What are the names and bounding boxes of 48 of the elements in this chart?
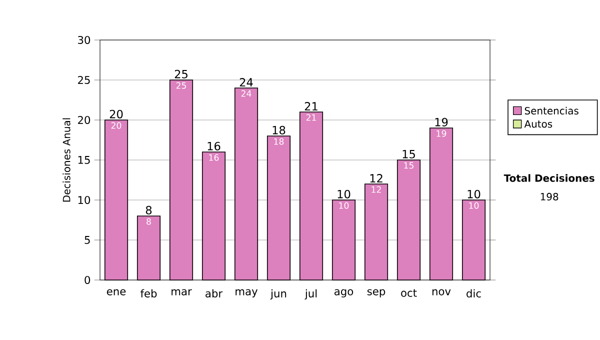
data-label: 15 [404,162,414,169]
data-label: 21 [306,114,316,121]
x-tick-label: ene [106,289,126,296]
data-label: 19 [436,130,446,137]
total-label: 21 [304,102,318,110]
data-label: 8 [146,218,151,225]
x-tick-label: abr [206,289,223,298]
y-axis-title: Decisiones Anual [62,118,70,202]
x-tick-label: mar [172,289,192,296]
total-label: 16 [208,142,220,150]
data-label: 10 [339,202,349,209]
data-label: 18 [274,138,284,145]
data-label: 20 [111,122,122,129]
x-tick-label: may [236,289,258,298]
legend-label: Autos [524,120,552,128]
legend-label: Sentencias [524,106,578,115]
total-label: 18 [272,126,286,134]
y-tick-label: 5 [84,236,90,244]
y-tick-label: 25 [78,76,90,84]
x-tick-label: jun [270,289,286,300]
total-label: 25 [174,70,188,78]
total-label: 10 [338,190,350,198]
x-tick-label: dic [466,289,481,298]
text: Total Decisiones [504,174,594,182]
y-tick-label: 20 [78,116,90,124]
data-label: 12 [372,186,381,193]
total-label: 19 [435,118,448,126]
y-tick-label: 10 [78,196,90,204]
total-label: 20 [110,110,123,118]
y-tick-label: 30 [78,36,90,44]
x-tick-label: feb [140,289,157,298]
data-label: 24 [241,90,252,97]
data-label: 25 [176,82,186,89]
x-tick-label: ago [334,289,354,298]
data-label: 16 [209,154,219,161]
text: 198 [540,192,558,200]
total-label: 12 [370,174,382,182]
total-label: 15 [402,150,415,158]
y-tick-label: 15 [78,156,90,164]
x-tick-label: jul [304,289,317,300]
total-label: 8 [146,206,152,214]
x-tick-label: sep [367,289,386,298]
total-label: 24 [240,78,253,86]
x-tick-label: oct [401,289,417,297]
x-tick-label: nov [432,289,451,296]
y-tick-label: 0 [84,276,90,284]
total-label: 10 [468,190,480,198]
data-label: 10 [469,202,479,209]
